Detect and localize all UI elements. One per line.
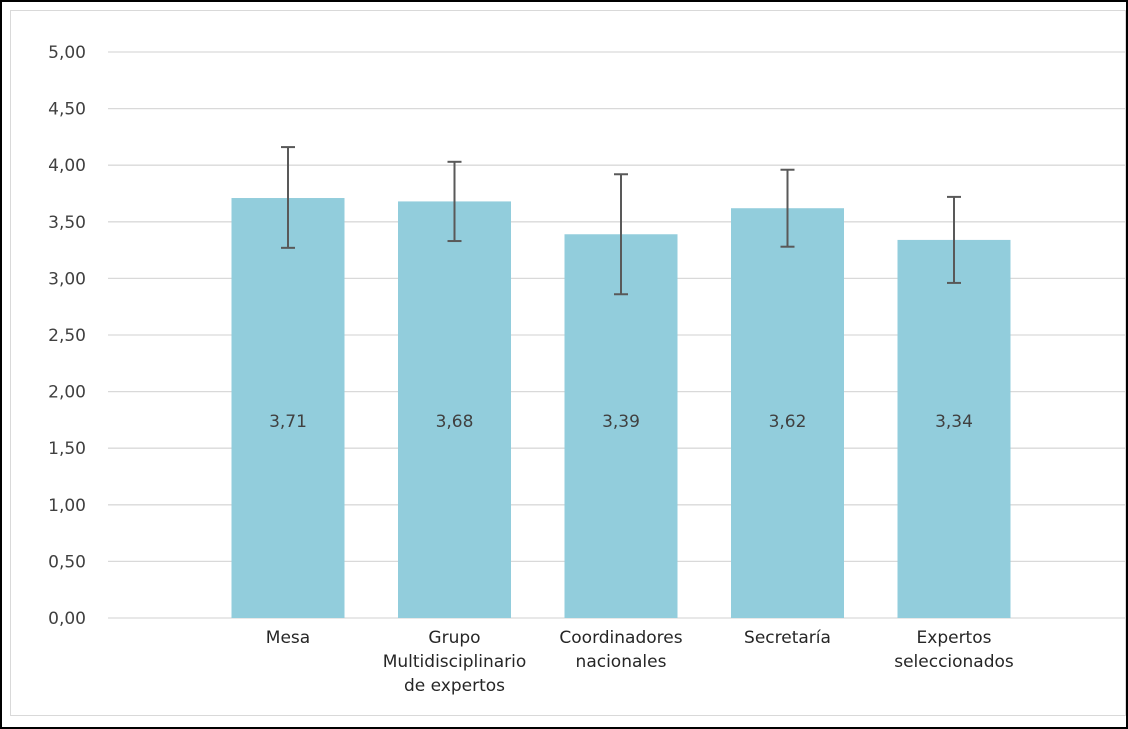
bar — [231, 198, 345, 618]
category-label-line: nacionales — [576, 652, 667, 672]
category-label-line: Grupo — [428, 628, 480, 648]
y-tick-label: 2,50 — [48, 326, 86, 346]
y-tick-label: 1,50 — [48, 439, 86, 459]
category-label: Secretaría — [744, 628, 831, 648]
data-label: 3,71 — [269, 412, 307, 432]
category-label-line: Expertos — [917, 628, 992, 648]
data-label: 3,39 — [602, 412, 640, 432]
error-bars — [281, 146, 961, 296]
bar — [897, 239, 1011, 619]
data-labels: 3,71 3,68 3,39 3,62 3,34 — [269, 412, 973, 432]
category-label-line: Multidisciplinario — [383, 652, 527, 672]
error-bar — [614, 173, 628, 296]
x-axis-category-labels: Mesa Grupo Multidisciplinario de expertos Co… — [266, 628, 1014, 696]
y-tick-label: 3,50 — [48, 213, 86, 233]
bar — [398, 201, 511, 618]
category-label: Expertos seleccionados — [894, 628, 1014, 672]
y-tick-label: 4,50 — [48, 100, 86, 120]
category-label-line: de expertos — [404, 676, 505, 696]
y-tick-label: 3,00 — [48, 269, 86, 289]
category-label: Grupo Multidisciplinario de expertos — [383, 628, 527, 696]
category-label: Coordinadores nacionales — [559, 628, 682, 672]
data-label: 3,62 — [769, 412, 807, 432]
bars — [231, 198, 1011, 619]
category-label: Mesa — [266, 628, 310, 648]
bar — [731, 208, 844, 618]
error-bar — [947, 195, 961, 284]
error-bar — [281, 146, 295, 249]
bar — [564, 234, 678, 618]
y-axis-tick-labels: 0,00 0,50 1,00 1,50 2,00 2,50 3,00 3,50 4,00 4,50… — [48, 43, 86, 629]
data-label: 3,34 — [935, 412, 973, 432]
y-tick-label: 1,00 — [48, 496, 86, 516]
category-label-line: Coordinadores — [559, 628, 682, 648]
data-label: 3,68 — [436, 412, 474, 432]
y-tick-label: 0,00 — [48, 609, 86, 629]
error-bar — [780, 168, 795, 248]
category-label-line: seleccionados — [894, 652, 1014, 672]
category-label-line: Secretaría — [744, 628, 831, 648]
y-tick-label: 5,00 — [48, 43, 86, 63]
y-tick-label: 2,00 — [48, 383, 86, 403]
category-label-line: Mesa — [266, 628, 310, 648]
error-bar — [447, 160, 462, 243]
y-tick-label: 4,00 — [48, 156, 86, 176]
y-tick-label: 0,50 — [48, 552, 86, 572]
